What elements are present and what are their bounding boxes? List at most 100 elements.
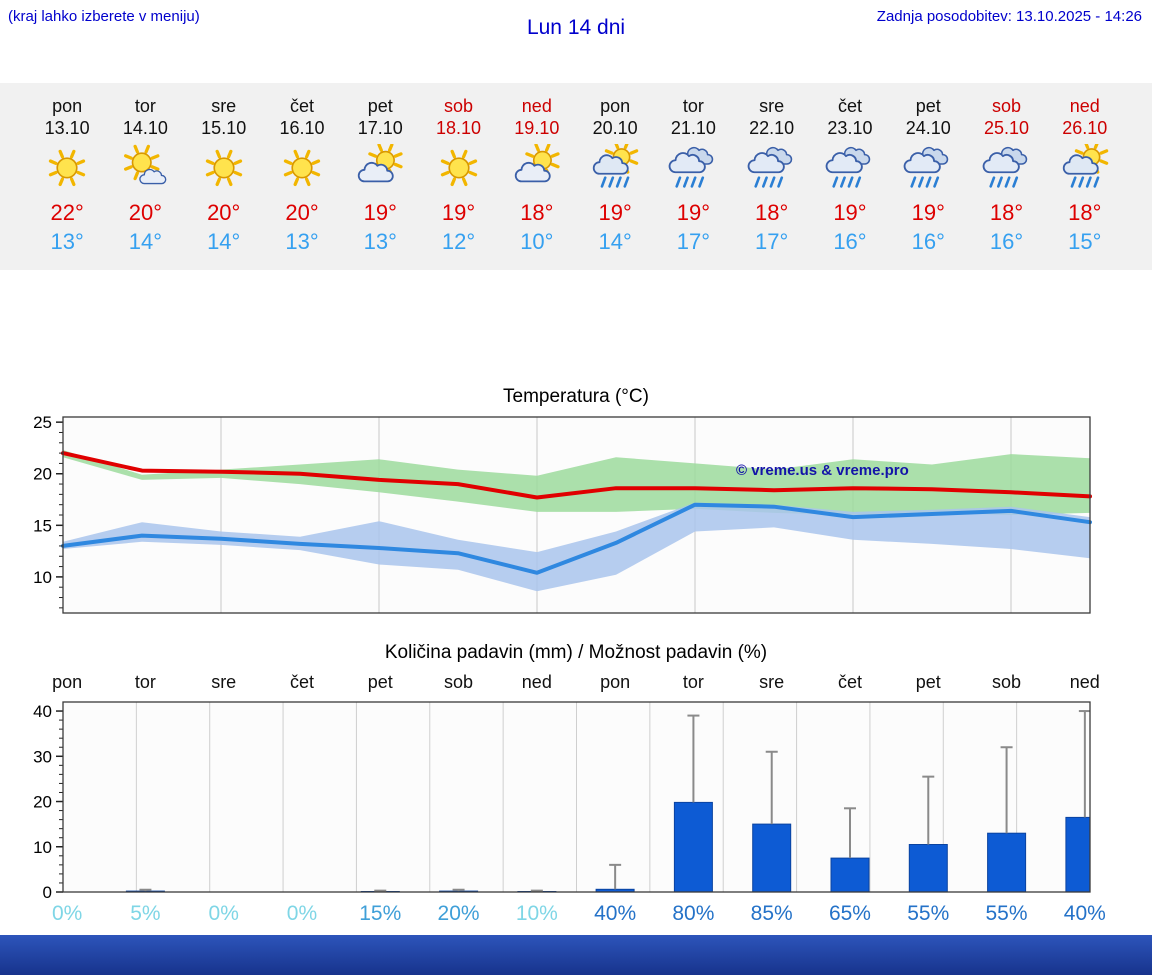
forecast-strip: pon 13.10 22° 13° tor 14.10 20° 14° sre 15.10 20° 1… <box>0 83 1152 270</box>
forecast-day-column: tor 14.10 20° 14° <box>106 95 184 256</box>
min-temperature: 14° <box>128 229 163 254</box>
cloud-rain-icon <box>811 144 889 196</box>
day-date: 18.10 <box>436 118 482 138</box>
page-title: Lun 14 dni <box>526 16 626 39</box>
precip-probability: 10% <box>515 902 558 925</box>
day-name: pon <box>52 96 83 116</box>
min-temperature: 17° <box>676 229 711 254</box>
day-date: 20.10 <box>592 118 638 138</box>
svg-text:30: 30 <box>33 747 52 766</box>
precip-day-label: pet <box>367 672 393 692</box>
min-temperature: 12° <box>441 229 476 254</box>
precip-day-label: tor <box>682 672 704 692</box>
sun-cloud-rain-icon <box>1046 140 1124 196</box>
cloud-rain-icon <box>654 144 732 196</box>
precip-probability-row: 0% 5% 0% 0% 15% 20% 10% 40% 80% 85% 65% 55% 55% 40% <box>0 902 1152 932</box>
precip-probability: 65% <box>828 902 871 925</box>
forecast-day-column: tor 21.10 19° 17° <box>654 95 732 256</box>
footer-banner[interactable] <box>0 935 1152 975</box>
day-name: ned <box>521 96 552 116</box>
day-name: sre <box>211 96 237 116</box>
forecast-day-column: sob 18.10 19° 12° <box>419 95 497 256</box>
max-temperature: 22° <box>50 200 84 225</box>
precip-day-label: čet <box>289 672 314 692</box>
max-temperature: 20° <box>207 200 241 225</box>
precip-probability: 20% <box>437 902 480 925</box>
max-temperature: 18° <box>989 200 1024 225</box>
precip-day-labels: pon tor sre čet pet sob ned pon tor sre čet pet sob n… <box>0 672 1152 696</box>
sun-cloud-rain-icon <box>576 140 654 196</box>
precip-day-label: pet <box>915 672 941 692</box>
precip-day-label: pon <box>600 672 631 692</box>
precip-probability: 15% <box>359 902 402 925</box>
day-date: 16.10 <box>279 118 325 138</box>
precip-probability: 0% <box>51 902 83 925</box>
svg-text:10: 10 <box>33 568 52 587</box>
svg-text:20: 20 <box>33 465 52 484</box>
max-temperature: 19° <box>676 200 711 225</box>
forecast-day-column: sob 25.10 18° 16° <box>967 95 1045 256</box>
precip-probability: 5% <box>130 902 161 925</box>
min-temperature: 16° <box>833 229 867 254</box>
day-name: sob <box>992 96 1022 116</box>
precipitation-chart: 0 10 20 30 40 <box>33 701 1091 900</box>
forecast-day-column: pon 13.10 22° 13° <box>28 95 106 256</box>
min-temperature: 17° <box>755 229 789 254</box>
precip-chart-title: Količina padavin (mm) / Možnost padavin … <box>384 642 768 663</box>
day-name: sob <box>444 96 474 116</box>
watermark-link[interactable]: © vreme.us & vreme.pro <box>736 462 909 479</box>
precip-day-label: sob <box>992 672 1022 692</box>
precip-probability: 55% <box>907 902 950 925</box>
cloud-rain-icon <box>733 144 811 196</box>
temperature-chart: 10 15 20 25 © vreme.us & vreme.pro <box>33 413 1092 614</box>
last-updated: Zadnja posodobitev: 13.10.2025 - 14:26 <box>876 8 1142 25</box>
precip-probability: 0% <box>208 902 239 925</box>
forecast-day-column: pon 20.10 19° 14° <box>576 95 654 256</box>
max-temperature: 19° <box>363 200 397 225</box>
sun-icon <box>419 144 497 196</box>
sun-small-cloud-icon <box>106 144 184 196</box>
svg-text:0: 0 <box>43 883 52 900</box>
header: (kraj lahko izberete v meniju) Lun 14 dn… <box>0 0 1152 50</box>
day-name: tor <box>134 96 156 116</box>
sun-icon <box>185 144 263 196</box>
day-date: 26.10 <box>1062 118 1108 138</box>
min-temperature: 13° <box>285 229 319 254</box>
day-date: 14.10 <box>122 118 168 138</box>
min-temperature: 10° <box>520 229 554 254</box>
day-name: pon <box>600 96 631 116</box>
max-temperature: 20° <box>128 200 163 225</box>
day-name: pet <box>915 96 941 116</box>
location-hint: (kraj lahko izberete v meniju) <box>8 8 200 25</box>
day-date: 15.10 <box>201 118 247 138</box>
min-temperature: 14° <box>207 229 241 254</box>
day-name: čet <box>289 96 314 116</box>
day-date: 21.10 <box>670 118 716 138</box>
temperature-chart-title: Temperatura (°C) <box>503 386 649 407</box>
max-temperature: 18° <box>1068 200 1102 225</box>
precip-probability: 40% <box>594 902 637 925</box>
day-name: ned <box>1069 96 1100 116</box>
forecast-day-column: pet 24.10 19° 16° <box>889 95 967 256</box>
min-temperature: 15° <box>1068 229 1102 254</box>
day-name: sre <box>759 96 785 116</box>
min-temperature: 16° <box>989 229 1024 254</box>
max-temperature: 18° <box>755 200 789 225</box>
forecast-day-column: ned 26.10 18° 15° <box>1046 95 1124 256</box>
precip-day-label: čet <box>837 672 862 692</box>
forecast-day-column: pet 17.10 19° 13° <box>341 95 419 256</box>
min-temperature: 13° <box>50 229 84 254</box>
day-date: 13.10 <box>44 118 90 138</box>
svg-text:10: 10 <box>33 838 52 857</box>
precip-probability: 80% <box>672 902 715 925</box>
forecast-day-column: sre 22.10 18° 17° <box>733 95 811 256</box>
day-date: 25.10 <box>983 118 1030 138</box>
forecast-day-column: sre 15.10 20° 14° <box>185 95 263 256</box>
max-temperature: 19° <box>441 200 476 225</box>
precip-day-label: tor <box>134 672 156 692</box>
svg-text:25: 25 <box>33 413 52 432</box>
precip-day-label: ned <box>521 672 552 692</box>
forecast-day-column: čet 23.10 19° 16° <box>811 95 889 256</box>
precip-day-label: sre <box>211 672 237 692</box>
max-temperature: 19° <box>833 200 867 225</box>
